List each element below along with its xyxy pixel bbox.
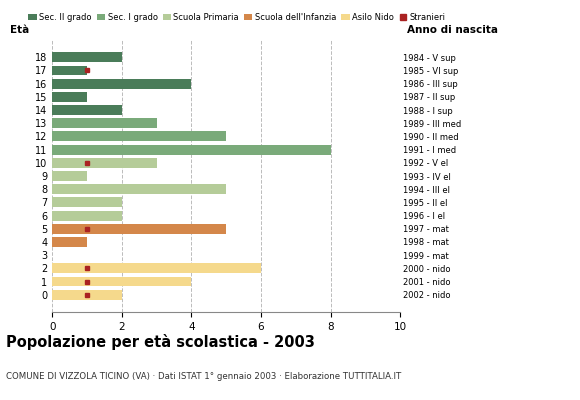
Text: Anno di nascita: Anno di nascita: [407, 24, 498, 34]
Bar: [52, 145, 331, 154]
Bar: [52, 158, 157, 168]
Bar: [52, 79, 191, 89]
Bar: [52, 66, 87, 76]
Text: Popolazione per età scolastica - 2003: Popolazione per età scolastica - 2003: [6, 334, 315, 350]
Text: COMUNE DI VIZZOLA TICINO (VA) · Dati ISTAT 1° gennaio 2003 · Elaborazione TUTTIT: COMUNE DI VIZZOLA TICINO (VA) · Dati IST…: [6, 372, 401, 381]
Bar: [52, 290, 122, 300]
Bar: [52, 132, 226, 141]
Bar: [52, 92, 87, 102]
Text: Età: Età: [10, 24, 30, 34]
Bar: [52, 184, 226, 194]
Bar: [52, 52, 122, 62]
Bar: [52, 198, 122, 207]
Bar: [52, 224, 226, 234]
Bar: [52, 263, 261, 273]
Bar: [52, 118, 157, 128]
Bar: [52, 171, 87, 181]
Legend: Sec. II grado, Sec. I grado, Scuola Primaria, Scuola dell'Infanzia, Asilo Nido, : Sec. II grado, Sec. I grado, Scuola Prim…: [25, 9, 449, 25]
Bar: [52, 105, 122, 115]
Bar: [52, 237, 87, 247]
Bar: [52, 276, 191, 286]
Bar: [52, 211, 122, 220]
